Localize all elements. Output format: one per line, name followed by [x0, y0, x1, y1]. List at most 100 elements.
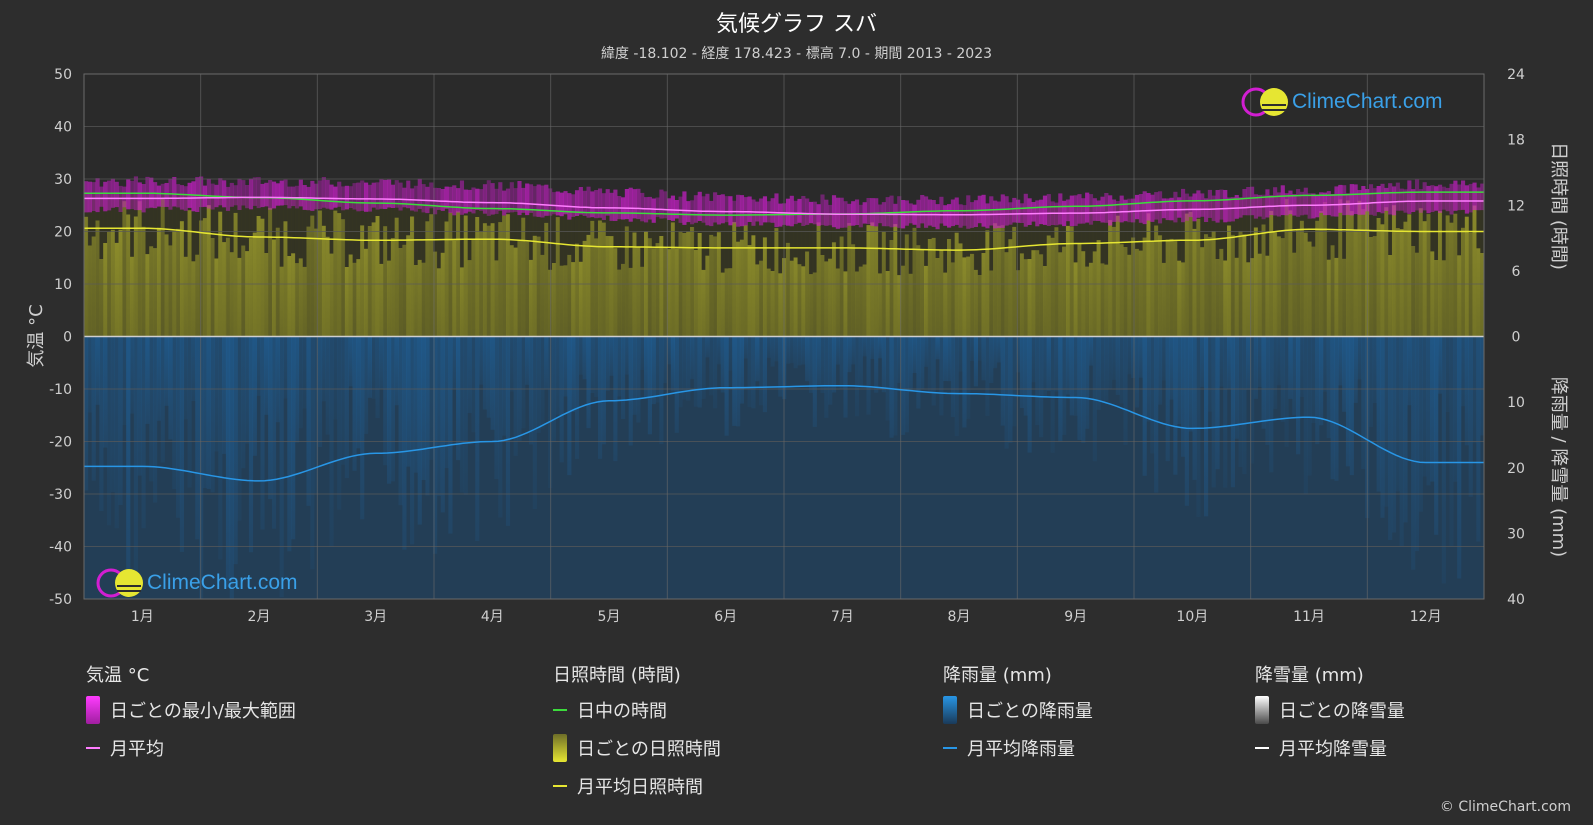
daily-temp-range-bar: [1453, 180, 1458, 211]
daily-temp-range-bar: [444, 186, 449, 209]
daily-sunshine-bar: [578, 261, 583, 337]
daily-temp-range-bar: [1223, 190, 1228, 223]
daily-rain-bar: [935, 336, 940, 360]
daily-temp-range-bar: [402, 187, 407, 208]
daily-temp-range-bar: [1154, 192, 1159, 220]
daily-rain-bar: [494, 336, 499, 480]
daily-temp-range-bar: [555, 191, 560, 216]
daily-rain-bar: [156, 336, 162, 421]
daily-sunshine-bar: [310, 215, 315, 337]
daily-rain-bar: [540, 336, 545, 429]
daily-sunshine-bar: [317, 210, 323, 337]
daily-rain-bar: [344, 336, 349, 479]
daily-rain-bar: [609, 336, 614, 376]
daily-rain-bar: [713, 336, 718, 409]
daily-temp-range-bar: [770, 198, 775, 223]
daily-sunshine-bar: [145, 254, 150, 337]
daily-sunshine-bar: [413, 265, 418, 337]
left-tick-label: -50: [49, 592, 72, 608]
daily-rain-bar: [509, 336, 514, 392]
daily-temp-range-bar: [1042, 195, 1048, 225]
daily-temp-range-bar: [762, 196, 768, 223]
daily-rain-bar: [371, 336, 376, 399]
daily-sunshine-bar: [264, 253, 269, 337]
legend-item: 日ごとの降雪量: [1255, 691, 1405, 729]
daily-sunshine-bar: [636, 247, 641, 337]
daily-temp-range-bar: [613, 189, 618, 221]
daily-rain-bar: [709, 336, 714, 396]
daily-sunshine-bar: [176, 228, 181, 337]
daily-sunshine-bar: [164, 234, 169, 337]
daily-sunshine-bar: [1388, 255, 1393, 337]
daily-rain-bar: [486, 336, 491, 418]
daily-temp-range-bar: [927, 199, 932, 226]
daily-rain-bar: [456, 336, 461, 461]
daily-sunshine-bar: [84, 216, 89, 337]
daily-temp-range-bar: [1414, 179, 1420, 211]
daily-temp-range-bar: [628, 187, 633, 222]
daily-rain-bar: [755, 336, 760, 382]
daily-rain-bar: [659, 336, 664, 445]
daily-sunshine-bar: [306, 226, 311, 337]
daily-temp-range-bar: [256, 177, 261, 209]
daily-sunshine-bar: [866, 225, 871, 337]
daily-temp-range-bar: [1242, 189, 1247, 216]
snow-avg-swatch: [1255, 747, 1269, 749]
daily-rain-bar: [1334, 336, 1339, 481]
daily-sunshine-bar: [1242, 234, 1247, 337]
daily-temp-range-bar: [590, 191, 595, 218]
daily-rain-bar: [1445, 336, 1450, 412]
daily-sunshine-bar: [1050, 237, 1055, 337]
daily-rain-bar: [1019, 336, 1025, 408]
daily-sunshine-bar: [1069, 226, 1074, 337]
daily-rain-bar: [252, 336, 257, 456]
daily-temp-range-bar: [624, 189, 629, 220]
daily-sunshine-bar: [1062, 246, 1067, 337]
daily-sunshine-bar: [1357, 200, 1362, 337]
daily-rain-bar: [663, 336, 668, 384]
daily-rain-bar: [686, 336, 691, 401]
daily-rain-bar: [632, 336, 637, 415]
month-tick-label: 7月: [831, 609, 854, 625]
daily-temp-range-bar: [586, 186, 591, 218]
daily-temp-range-bar: [471, 187, 476, 214]
sunshine-swatch: [553, 734, 567, 762]
daily-sunshine-bar: [421, 262, 426, 337]
daily-rain-bar: [536, 336, 541, 433]
daily-temp-range-bar: [831, 195, 837, 228]
daily-sunshine-bar: [1054, 227, 1059, 337]
daily-sunshine-bar: [605, 236, 610, 337]
logo-top: ClimeChart.com: [1240, 86, 1443, 118]
daily-temp-range-bar: [1342, 185, 1347, 216]
daily-sunshine-bar: [333, 210, 338, 337]
daily-rain-bar: [578, 336, 583, 375]
daily-temp-range-bar: [452, 185, 457, 216]
daily-rain-bar: [1368, 336, 1374, 427]
daily-rain-bar: [160, 336, 165, 463]
daily-temp-range-bar: [989, 196, 994, 226]
daily-sunshine-bar: [410, 216, 415, 337]
daily-rain-bar: [1004, 336, 1009, 449]
daily-temp-range-bar: [540, 185, 545, 218]
daily-rain-bar: [1395, 336, 1400, 492]
legend-item: 月平均降雪量: [1255, 729, 1405, 767]
daily-temp-range-bar: [179, 185, 185, 210]
daily-sunshine-bar: [1261, 224, 1266, 337]
daily-sunshine-bar: [670, 222, 675, 337]
daily-rain-bar: [1315, 336, 1320, 445]
daily-rain-bar: [1104, 336, 1109, 401]
daily-rain-bar: [808, 336, 814, 393]
daily-temp-range-bar: [310, 180, 315, 211]
daily-sunshine-bar: [559, 265, 564, 337]
daily-sunshine-bar: [95, 220, 100, 337]
daily-rain-bar: [628, 336, 633, 446]
daily-rain-bar: [954, 336, 959, 437]
daily-rain-bar: [881, 336, 886, 393]
daily-sunshine-bar: [966, 256, 971, 337]
daily-temp-range-bar: [686, 201, 691, 223]
daily-rain-bar: [597, 336, 603, 459]
daily-temp-range-bar: [736, 194, 741, 227]
daily-sunshine-bar: [732, 222, 737, 337]
daily-temp-range-bar: [793, 200, 798, 225]
daily-sunshine-bar: [847, 223, 852, 337]
